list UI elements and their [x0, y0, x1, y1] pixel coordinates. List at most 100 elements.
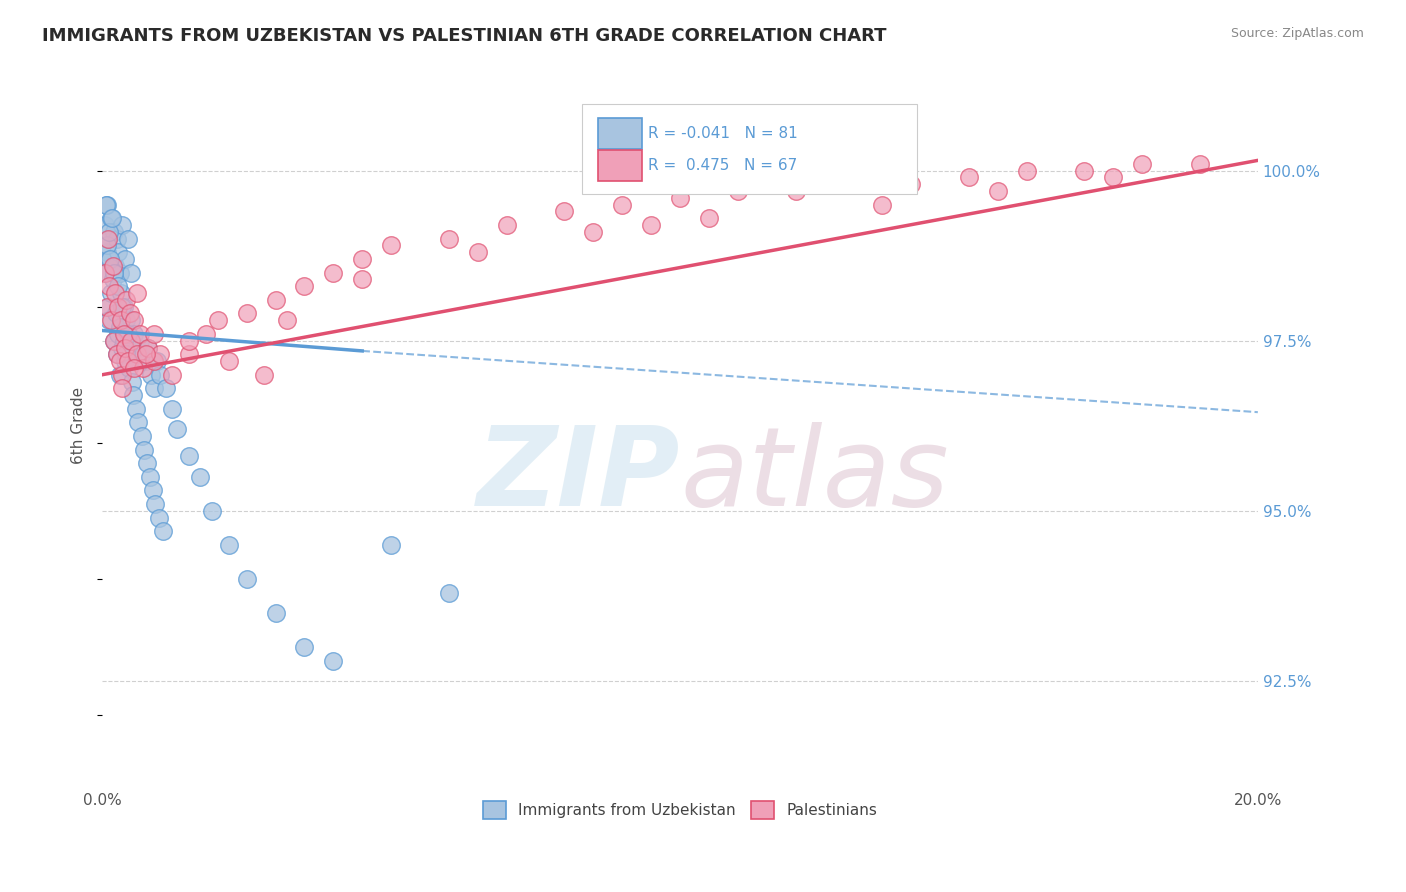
Point: [101, 211, 124, 226]
Point: [112, 334, 135, 348]
Point: [294, 640, 316, 654]
Point: [114, 252, 136, 266]
Point: [640, 218, 662, 232]
Point: [118, 306, 141, 320]
Point: [96, 300, 118, 314]
Point: [107, 279, 129, 293]
Point: [111, 368, 134, 382]
Point: [122, 388, 145, 402]
Point: [201, 504, 224, 518]
Point: [96, 245, 118, 260]
Legend: Immigrants from Uzbekistan, Palestinians: Immigrants from Uzbekistan, Palestinians: [477, 795, 883, 825]
Text: 0.0%: 0.0%: [83, 793, 121, 808]
Point: [870, 197, 893, 211]
Point: [1130, 157, 1153, 171]
Point: [1102, 170, 1125, 185]
Point: [145, 497, 167, 511]
Point: [107, 300, 129, 314]
Point: [105, 306, 128, 320]
Point: [987, 184, 1010, 198]
Point: [160, 401, 183, 416]
Point: [101, 259, 124, 273]
Point: [125, 401, 148, 416]
Point: [218, 538, 240, 552]
Point: [1015, 163, 1038, 178]
Point: [1189, 157, 1212, 171]
Point: [294, 279, 316, 293]
Point: [138, 341, 160, 355]
Point: [380, 538, 402, 552]
Point: [553, 204, 575, 219]
Point: [235, 572, 257, 586]
Point: [101, 272, 124, 286]
Point: [94, 218, 117, 232]
Point: [138, 470, 160, 484]
Point: [149, 347, 172, 361]
Point: [177, 347, 200, 361]
Point: [437, 585, 460, 599]
Point: [785, 184, 807, 198]
Point: [98, 252, 121, 266]
Point: [107, 326, 129, 341]
Point: [97, 225, 120, 239]
Point: [114, 354, 136, 368]
Point: [143, 381, 166, 395]
Point: [122, 326, 145, 341]
Point: [467, 245, 489, 260]
Point: [100, 286, 122, 301]
Point: [120, 334, 142, 348]
Point: [669, 191, 692, 205]
Point: [143, 326, 166, 341]
Point: [322, 654, 344, 668]
Point: [264, 606, 287, 620]
Point: [94, 266, 117, 280]
Point: [105, 347, 128, 361]
Point: [142, 483, 165, 498]
Point: [120, 313, 142, 327]
Point: [115, 347, 138, 361]
Point: [697, 211, 720, 226]
Point: [177, 450, 200, 464]
Point: [135, 354, 157, 368]
Point: [111, 381, 134, 395]
Point: [96, 238, 118, 252]
Point: [103, 334, 125, 348]
Point: [108, 354, 131, 368]
Point: [112, 326, 135, 341]
Point: [152, 524, 174, 539]
Point: [112, 300, 135, 314]
Point: [842, 178, 865, 192]
Point: [131, 429, 153, 443]
Point: [322, 266, 344, 280]
Point: [495, 218, 517, 232]
Point: [117, 354, 139, 368]
Point: [122, 313, 145, 327]
Point: [97, 232, 120, 246]
Point: [132, 442, 155, 457]
Point: [160, 368, 183, 382]
Text: R = -0.041   N = 81: R = -0.041 N = 81: [648, 126, 797, 141]
Text: 20.0%: 20.0%: [1233, 793, 1282, 808]
Point: [131, 360, 153, 375]
Point: [264, 293, 287, 307]
Point: [120, 266, 142, 280]
Point: [98, 313, 121, 327]
Point: [125, 341, 148, 355]
Point: [138, 341, 160, 355]
Point: [136, 456, 159, 470]
Text: atlas: atlas: [681, 422, 949, 529]
Point: [122, 360, 145, 375]
Point: [96, 197, 118, 211]
Point: [190, 470, 212, 484]
Point: [127, 416, 149, 430]
Point: [253, 368, 276, 382]
FancyBboxPatch shape: [598, 150, 643, 181]
Point: [103, 225, 125, 239]
Point: [111, 300, 134, 314]
Point: [352, 252, 374, 266]
Point: [128, 334, 150, 348]
Text: ZIP: ZIP: [477, 422, 681, 529]
Text: Source: ZipAtlas.com: Source: ZipAtlas.com: [1230, 27, 1364, 40]
Point: [218, 354, 240, 368]
Point: [115, 313, 138, 327]
